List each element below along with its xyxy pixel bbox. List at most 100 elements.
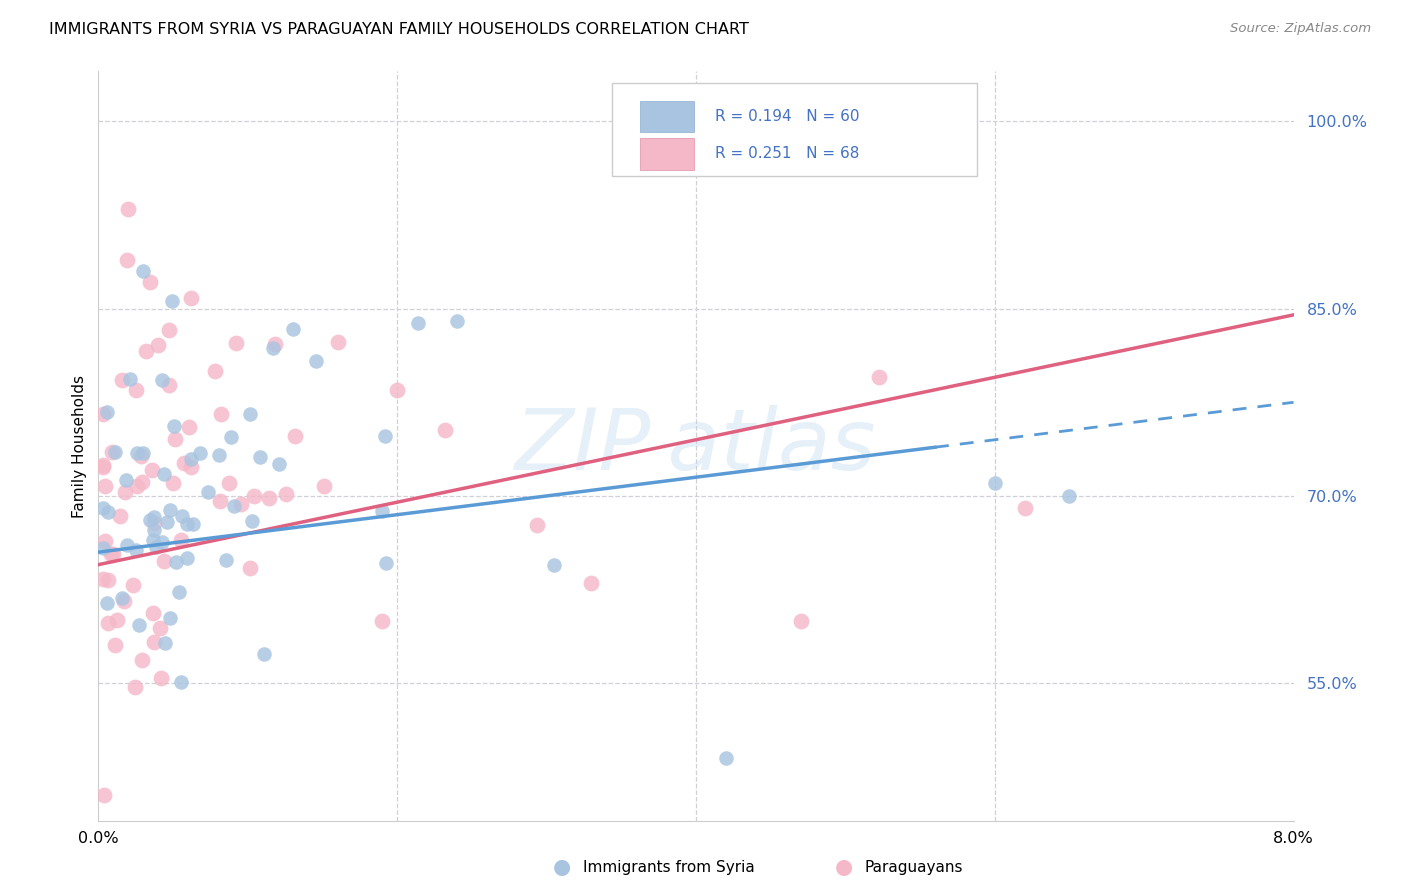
Point [94,534,117,549]
Point [714,751,737,765]
Point [229,498,252,512]
Point [253,647,276,661]
Point [114,473,136,487]
Point [789,614,811,628]
Point [125,446,148,460]
Point [111,591,134,605]
Point [218,475,240,490]
Point [97,615,120,630]
Point [143,524,166,538]
Point [111,373,134,387]
Point [162,476,184,491]
Point [129,449,152,463]
Text: ●: ● [835,857,852,877]
Text: ●: ● [554,857,571,877]
Point [152,373,174,387]
Point [142,510,165,524]
Point [91,459,114,474]
Point [581,576,603,591]
Point [112,593,135,607]
Text: R = 0.251   N = 68: R = 0.251 N = 68 [716,146,859,161]
Point [209,494,232,508]
Point [188,446,211,460]
Point [180,460,202,475]
Point [984,476,1007,491]
Point [153,636,176,650]
Point [157,323,180,337]
Point [94,479,117,493]
Point [225,336,247,351]
Point [149,621,172,635]
Point [145,540,167,554]
Point [204,364,226,378]
Bar [640,101,693,132]
Point [208,448,231,462]
Point [150,535,173,549]
Point [243,489,266,503]
Point [385,383,408,397]
Point [180,452,202,467]
Point [159,503,181,517]
Point [146,338,169,352]
Point [1059,489,1081,503]
Point [100,547,122,561]
Point [446,313,468,327]
Point [91,408,114,422]
Point [262,341,284,355]
Point [117,202,139,216]
Text: R = 0.194   N = 60: R = 0.194 N = 60 [716,109,859,124]
Point [101,445,124,459]
Text: Source: ZipAtlas.com: Source: ZipAtlas.com [1230,22,1371,36]
Point [128,618,150,632]
Point [374,556,396,570]
Point [115,538,138,552]
Point [96,596,118,610]
Point [239,407,262,421]
Point [125,384,148,398]
Point [165,432,187,446]
Point [104,445,127,459]
Point [125,479,148,493]
Point [224,499,246,513]
Point [1014,501,1036,516]
Point [281,322,304,336]
Point [269,458,291,472]
Point [526,517,548,532]
Point [543,558,565,573]
Point [868,370,890,384]
Point [118,372,141,386]
Point [115,252,138,267]
Point [173,456,195,470]
Point [142,533,165,547]
Point [141,463,163,477]
Point [135,344,157,359]
Point [177,420,200,434]
Point [142,516,165,530]
Point [183,517,205,532]
Point [121,578,143,592]
Point [97,505,120,519]
Point [197,484,219,499]
Point [240,515,263,529]
Point [131,475,153,489]
Bar [640,138,693,169]
Point [110,509,132,524]
Point [156,515,179,529]
Point [163,419,186,434]
Point [165,555,187,569]
Point [91,573,114,587]
Point [209,407,232,421]
Point [142,606,165,620]
Point [139,513,162,527]
Point [263,337,285,351]
Point [159,610,181,624]
Point [93,788,115,802]
Point [314,479,336,493]
Point [249,450,271,464]
Point [170,508,193,523]
Point [124,681,146,695]
Point [176,516,198,531]
Text: ZIP atlas: ZIP atlas [515,404,877,488]
Point [170,533,193,548]
FancyBboxPatch shape [613,83,977,177]
